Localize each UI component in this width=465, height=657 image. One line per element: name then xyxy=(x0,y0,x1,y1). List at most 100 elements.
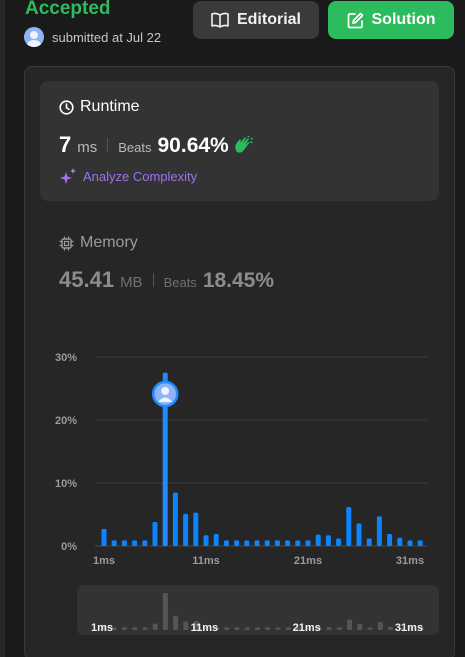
mini-bar xyxy=(183,621,189,630)
bar[interactable] xyxy=(213,534,219,546)
bar[interactable] xyxy=(305,540,311,546)
bar[interactable] xyxy=(376,516,382,546)
memory-beats-label: Beats xyxy=(163,275,197,290)
mini-bar xyxy=(418,627,424,630)
clap-icon xyxy=(234,136,253,153)
memory-title[interactable]: Memory xyxy=(59,234,138,252)
bar[interactable] xyxy=(366,538,372,546)
edit-icon xyxy=(347,12,363,28)
runtime-beats-label: Beats xyxy=(118,140,152,155)
clock-icon xyxy=(59,99,74,115)
bar[interactable] xyxy=(183,513,189,546)
bar[interactable] xyxy=(111,540,117,546)
analyze-complexity-link[interactable]: Analyze Complexity xyxy=(59,168,197,184)
mini-bar xyxy=(121,627,127,630)
bar[interactable] xyxy=(132,540,138,546)
bar[interactable] xyxy=(397,537,403,546)
memory-unit: MB xyxy=(120,274,143,291)
x-tick-label: 21ms xyxy=(294,555,322,567)
mini-bar xyxy=(398,627,404,630)
submitted-info: submitted at Jul 22 xyxy=(24,27,161,47)
mini-bar xyxy=(152,623,158,630)
memory-beats-value: 18.45% xyxy=(202,269,275,292)
bar[interactable] xyxy=(325,535,331,546)
solution-button[interactable]: Solution xyxy=(328,1,454,39)
mini-bar xyxy=(377,622,383,630)
bar[interactable] xyxy=(142,540,148,546)
mini-bar xyxy=(193,621,199,630)
bar[interactable] xyxy=(234,540,240,546)
mini-bar xyxy=(357,624,363,630)
bar[interactable] xyxy=(254,540,260,546)
bar[interactable] xyxy=(295,540,301,546)
mini-bar xyxy=(173,615,179,630)
y-tick-label: 20% xyxy=(55,415,77,427)
mini-bar xyxy=(224,627,230,630)
submitted-text: submitted at Jul 22 xyxy=(52,29,162,45)
bar[interactable] xyxy=(336,538,342,546)
memory-value: 45.41 xyxy=(59,267,115,292)
chip-icon xyxy=(59,236,74,250)
mini-bar xyxy=(244,627,250,630)
runtime-value: 7 xyxy=(59,132,72,157)
mini-bar xyxy=(203,627,209,630)
x-tick-label: 31ms xyxy=(396,555,424,567)
bar[interactable] xyxy=(315,534,321,546)
left-rail xyxy=(0,0,5,657)
user-marker-head xyxy=(161,387,170,395)
mini-bar xyxy=(132,627,138,630)
y-tick-label: 10% xyxy=(55,478,77,490)
bar[interactable] xyxy=(121,540,127,546)
divider xyxy=(107,138,109,152)
avatar[interactable] xyxy=(24,27,44,47)
bar[interactable] xyxy=(407,540,413,546)
mini-x-tick-label: 11ms xyxy=(191,622,219,634)
bar[interactable] xyxy=(101,528,107,546)
mini-bar xyxy=(326,627,332,630)
mini-bar xyxy=(306,627,312,630)
bar[interactable] xyxy=(346,506,352,546)
editorial-label: Editorial xyxy=(236,11,301,28)
mini-bar xyxy=(316,627,322,630)
editorial-button[interactable]: Editorial xyxy=(193,1,319,39)
bar[interactable] xyxy=(264,540,270,546)
mini-bar xyxy=(347,619,353,630)
y-tick-label: 0% xyxy=(61,541,77,553)
mini-bar xyxy=(336,627,342,630)
mini-bar xyxy=(408,627,414,630)
bar[interactable] xyxy=(417,540,423,546)
bar[interactable] xyxy=(387,534,393,546)
mini-bar xyxy=(275,627,281,630)
bar[interactable] xyxy=(223,540,229,546)
mini-bar xyxy=(388,626,394,630)
bar[interactable] xyxy=(152,522,158,546)
x-tick-label: 11ms xyxy=(192,555,220,567)
bar[interactable] xyxy=(172,492,178,546)
mini-bar xyxy=(214,626,220,630)
mini-bar xyxy=(162,593,168,630)
mini-bar xyxy=(142,627,148,630)
mini-bar xyxy=(234,627,240,630)
runtime-metric: 7 ms Beats 90.64% xyxy=(59,132,253,158)
bar[interactable] xyxy=(244,540,250,546)
bar[interactable] xyxy=(193,512,199,546)
runtime-unit: ms xyxy=(77,139,98,156)
mini-bar xyxy=(285,627,291,630)
memory-metric: 45.41 MB Beats 18.45% xyxy=(59,267,274,293)
memory-title-label: Memory xyxy=(80,234,138,251)
bar[interactable] xyxy=(274,540,280,546)
status-title: Accepted xyxy=(25,0,111,19)
x-tick-label: 1ms xyxy=(93,555,115,567)
bar[interactable] xyxy=(203,535,209,546)
bar[interactable] xyxy=(356,523,362,546)
bar[interactable] xyxy=(162,372,168,546)
runtime-beats-value: 90.64% xyxy=(157,134,229,157)
mini-x-tick-label: 31ms xyxy=(395,622,423,634)
runtime-title-label: Runtime xyxy=(80,98,140,115)
book-icon xyxy=(211,12,229,28)
mini-bar xyxy=(367,627,373,630)
bar[interactable] xyxy=(285,540,291,546)
